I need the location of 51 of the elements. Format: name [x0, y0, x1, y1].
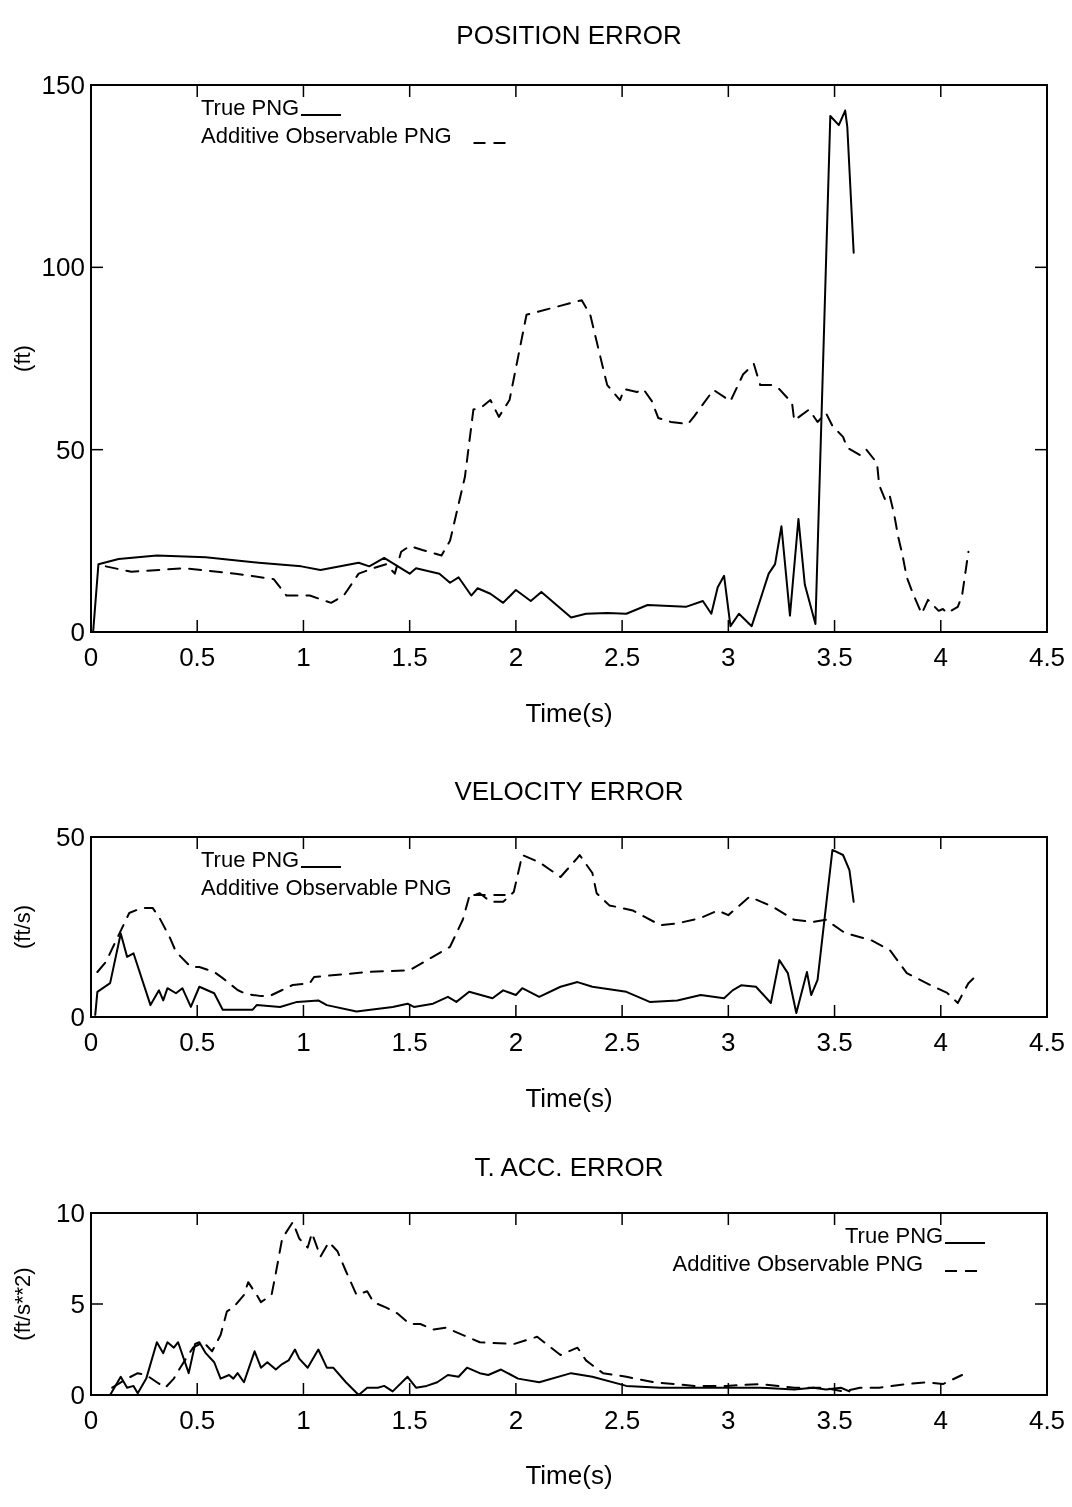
- x-axis-title: Time(s): [525, 698, 613, 728]
- y-tick-label: 0: [70, 1380, 85, 1410]
- y-tick-label: 50: [56, 822, 85, 852]
- x-tick-label: 4: [933, 1027, 949, 1057]
- y-tick-label: 100: [41, 252, 85, 283]
- x-tick-label: 3.5: [816, 642, 853, 672]
- x-tick-label: 2.5: [604, 1027, 641, 1057]
- x-tick-label: 1.5: [391, 1405, 428, 1435]
- x-tick-label: 1.5: [391, 1027, 428, 1057]
- x-tick-label: 4.5: [1028, 1405, 1066, 1435]
- x-tick-label: 1.5: [391, 642, 428, 672]
- x-tick-label: 1: [296, 642, 311, 672]
- x-tick-label: 4.5: [1028, 642, 1066, 672]
- x-tick-label: 2: [508, 1027, 524, 1057]
- chart-title: VELOCITY ERROR: [454, 776, 684, 806]
- x-tick-label: 3: [721, 1405, 736, 1435]
- x-tick-label: 2: [508, 1405, 524, 1435]
- x-tick-label: 3: [721, 1027, 736, 1057]
- chart-title: T. ACC. ERROR: [474, 1152, 664, 1182]
- x-tick-label: 1: [296, 1405, 311, 1435]
- legend-label: Additive Observable PNG: [201, 123, 452, 148]
- legend-label: True PNG: [845, 1223, 944, 1248]
- x-tick-label: 0.5: [179, 642, 216, 672]
- legend-label: Additive Observable PNG: [201, 875, 452, 900]
- legend-label: True PNG: [201, 95, 300, 120]
- y-axis-title: (ft/s**2): [10, 1267, 35, 1341]
- x-tick-label: 0.5: [179, 1027, 216, 1057]
- x-tick-label: 2.5: [604, 1405, 641, 1435]
- y-tick-label: 150: [41, 70, 85, 100]
- y-tick-label: 0: [70, 617, 85, 647]
- y-tick-label: 0: [70, 1002, 85, 1032]
- x-axis-title: Time(s): [525, 1460, 613, 1490]
- x-tick-label: 1: [296, 1027, 311, 1057]
- x-tick-label: 2: [508, 642, 524, 672]
- x-tick-label: 4: [933, 1405, 949, 1435]
- x-tick-label: 2.5: [604, 642, 641, 672]
- legend-label: True PNG: [201, 847, 300, 872]
- x-axis-title: Time(s): [525, 1083, 613, 1113]
- y-axis-title: (ft/s): [10, 905, 35, 949]
- x-tick-label: 3.5: [816, 1027, 853, 1057]
- x-tick-label: 4.5: [1028, 1027, 1066, 1057]
- x-tick-label: 0.5: [179, 1405, 216, 1435]
- x-tick-label: 3: [721, 642, 736, 672]
- legend-label: Additive Observable PNG: [672, 1251, 924, 1276]
- chart-title: POSITION ERROR: [456, 20, 682, 50]
- x-tick-label: 3.5: [816, 1405, 853, 1435]
- y-axis-title: (ft): [10, 345, 35, 372]
- y-tick-label: 50: [56, 434, 85, 465]
- x-tick-label: 4: [933, 642, 949, 672]
- y-tick-label: 5: [70, 1289, 85, 1319]
- y-tick-label: 10: [56, 1198, 85, 1228]
